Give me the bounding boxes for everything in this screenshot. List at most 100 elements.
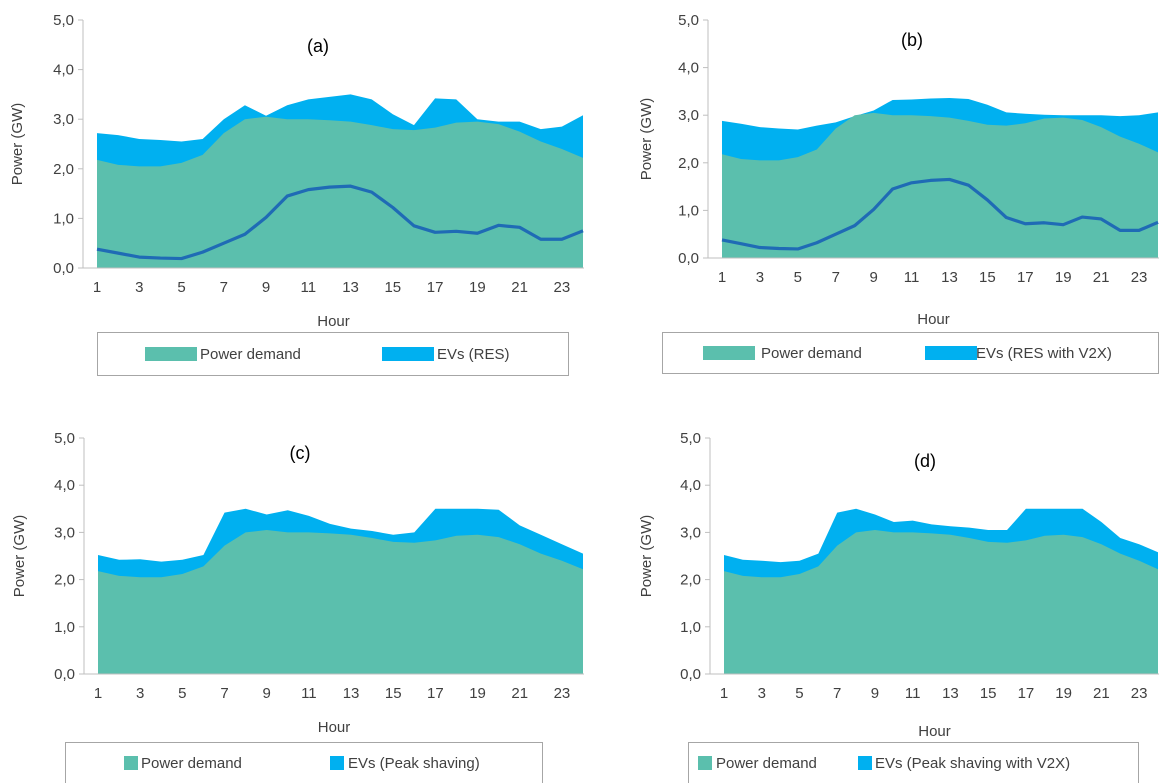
y-axis-title: Power (GW)	[9, 103, 26, 186]
x-tick-label: 15	[385, 685, 402, 702]
legend-swatch-evs	[382, 347, 434, 361]
legend-swatch-power-demand	[698, 756, 712, 770]
y-tick-label: 5,0	[54, 430, 75, 447]
x-tick-label: 15	[980, 685, 997, 702]
x-tick-label: 1	[94, 685, 102, 702]
x-tick-label: 23	[554, 685, 571, 702]
legend-label: EVs (RES)	[437, 346, 510, 363]
y-tick-label: 4,0	[53, 62, 74, 79]
legend: Power demand EVs (Peak shaving)	[65, 742, 543, 783]
x-tick-label: 17	[1018, 685, 1035, 702]
x-tick-label: 3	[135, 279, 143, 296]
legend-label: Power demand	[716, 755, 817, 772]
x-tick-label: 21	[1093, 685, 1110, 702]
x-tick-label: 1	[720, 685, 728, 702]
x-tick-label: 13	[343, 685, 360, 702]
x-tick-label: 23	[554, 279, 571, 296]
x-tick-label: 19	[469, 279, 486, 296]
y-tick-label: 0,0	[53, 260, 74, 277]
x-tick-label: 5	[178, 685, 186, 702]
x-tick-label: 9	[262, 279, 270, 296]
y-tick-label: 1,0	[54, 619, 75, 636]
x-tick-label: 11	[905, 685, 921, 702]
series-line	[96, 184, 584, 261]
legend-swatch-power-demand	[145, 347, 197, 361]
panel-title: (a)	[307, 36, 329, 56]
panel-title: (c)	[290, 443, 311, 463]
y-tick-label: 3,0	[53, 111, 74, 128]
y-tick-label: 4,0	[680, 477, 701, 494]
legend-box	[65, 742, 543, 783]
power-demand-area	[724, 530, 1158, 674]
legend: Power demand EVs (Peak shaving with V2X)	[688, 742, 1139, 783]
power-demand-area	[97, 116, 583, 268]
y-tick-label: 3,0	[678, 107, 699, 124]
legend-swatch-evs	[330, 756, 344, 770]
x-tick-label: 9	[263, 685, 271, 702]
y-tick-label: 4,0	[678, 60, 699, 77]
x-tick-label: 15	[979, 269, 996, 286]
x-tick-label: 5	[794, 269, 802, 286]
x-tick-label: 13	[342, 279, 359, 296]
legend-swatch-evs	[858, 756, 872, 770]
y-tick-label: 3,0	[680, 524, 701, 541]
x-tick-label: 11	[301, 279, 317, 296]
x-tick-label: 7	[220, 279, 228, 296]
y-tick-label: 2,0	[54, 572, 75, 589]
y-tick-label: 4,0	[54, 477, 75, 494]
x-axis-title: Hour	[318, 719, 351, 736]
x-tick-label: 7	[833, 685, 841, 702]
x-tick-label: 7	[220, 685, 228, 702]
y-tick-label: 2,0	[680, 572, 701, 589]
y-tick-label: 1,0	[678, 202, 699, 219]
y-tick-label: 2,0	[53, 161, 74, 178]
y-tick-label: 3,0	[54, 524, 75, 541]
x-tick-label: 9	[871, 685, 879, 702]
legend-label: Power demand	[200, 346, 301, 363]
y-tick-label: 0,0	[680, 666, 701, 683]
y-tick-label: 5,0	[53, 12, 74, 29]
x-axis-title: Hour	[917, 311, 950, 328]
chart-panel: 0,01,02,03,04,05,01 3 5 7 9 11 13 15 17 19 21 23Hou…	[9, 12, 584, 376]
y-axis-title: Power (GW)	[638, 98, 655, 181]
legend: Power demand EVs (RES)	[97, 332, 569, 376]
x-tick-label: 23	[1131, 269, 1148, 286]
legend-swatch-power-demand	[124, 756, 138, 770]
x-tick-label: 19	[469, 685, 486, 702]
x-tick-label: 15	[384, 279, 401, 296]
x-tick-label: 7	[832, 269, 840, 286]
x-tick-label: 3	[756, 269, 764, 286]
x-tick-label: 11	[904, 269, 920, 286]
legend-swatch-power-demand	[703, 346, 755, 360]
chart-panel: 0,01,02,03,04,05,01 3 5 7 9 11 13 15 17 19 21 23Hou…	[638, 12, 1159, 374]
x-tick-label: 17	[427, 685, 444, 702]
x-tick-label: 17	[1017, 269, 1034, 286]
y-tick-label: 1,0	[680, 619, 701, 636]
series-line	[721, 177, 1159, 251]
legend-box	[662, 332, 1159, 374]
legend-swatch-evs	[925, 346, 977, 360]
x-tick-label: 11	[301, 685, 317, 702]
panel-title: (d)	[914, 451, 936, 471]
x-tick-label: 5	[177, 279, 185, 296]
x-tick-label: 21	[511, 685, 528, 702]
x-tick-label: 1	[718, 269, 726, 286]
legend-label: EVs (Peak shaving)	[348, 755, 480, 772]
y-axis-title: Power (GW)	[11, 515, 28, 598]
x-axis-title: Hour	[317, 313, 350, 330]
x-tick-label: 19	[1055, 269, 1072, 286]
chart-panel: 0,01,02,03,04,05,01 3 5 7 9 11 13 15 17 19 21 23Hou…	[11, 430, 584, 783]
x-tick-label: 9	[869, 269, 877, 286]
legend: Power demand EVs (RES with V2X)	[662, 332, 1159, 374]
x-tick-label: 17	[427, 279, 444, 296]
x-tick-label: 5	[795, 685, 803, 702]
chart-panel: 0,01,02,03,04,05,01 3 5 7 9 11 13 15 17 19 21 23Hou…	[638, 430, 1159, 783]
power-demand-area	[98, 530, 583, 674]
x-axis-title: Hour	[918, 723, 951, 740]
x-tick-label: 3	[136, 685, 144, 702]
y-tick-label: 2,0	[678, 155, 699, 172]
x-tick-label: 21	[511, 279, 528, 296]
x-tick-label: 21	[1093, 269, 1110, 286]
x-tick-label: 23	[1131, 685, 1148, 702]
